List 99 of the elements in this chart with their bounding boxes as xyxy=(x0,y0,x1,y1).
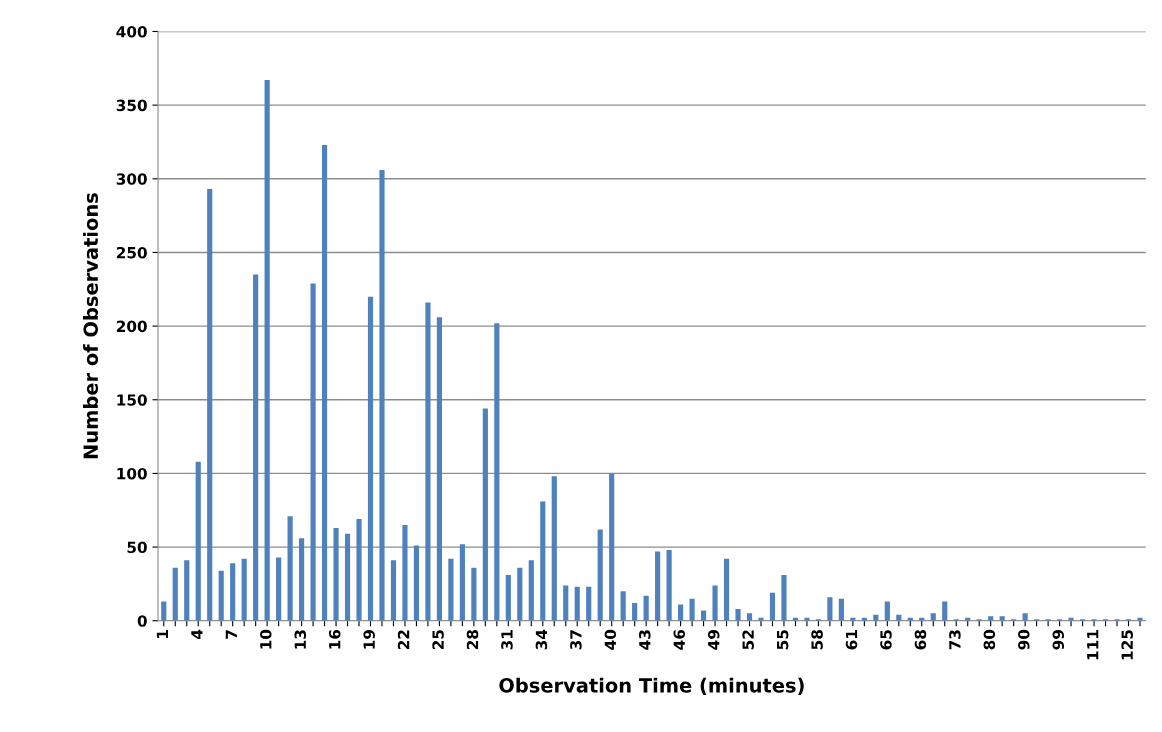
bar xyxy=(207,189,213,621)
x-tick-label: 40 xyxy=(604,629,617,650)
bar xyxy=(218,570,224,621)
x-tick-label: 55 xyxy=(777,630,789,650)
x-tick-label: 10 xyxy=(260,629,272,649)
bar xyxy=(632,603,638,621)
bar xyxy=(367,296,374,621)
bar xyxy=(264,80,270,621)
x-tick-label: 31 xyxy=(501,630,513,650)
bar xyxy=(505,575,511,621)
bar xyxy=(299,538,305,621)
bar xyxy=(448,558,454,621)
x-tick-label: 22 xyxy=(397,630,410,650)
x-tick-label: 73 xyxy=(949,630,961,650)
x-tick-label: 34 xyxy=(535,629,548,650)
x-tick-label: 61 xyxy=(845,630,858,650)
bar xyxy=(827,597,833,621)
y-tick-label: 250 xyxy=(116,246,147,259)
x-axis-title: Observation Time (minutes) xyxy=(499,677,804,695)
y-tick-label: 150 xyxy=(117,394,147,406)
x-tick-label: 13 xyxy=(294,630,307,649)
bar xyxy=(700,610,707,621)
bar xyxy=(942,601,948,621)
bar xyxy=(540,501,546,621)
x-tick-label: 68 xyxy=(914,630,927,650)
bar xyxy=(253,274,259,621)
bar xyxy=(195,461,201,621)
x-tick-label: 58 xyxy=(811,630,823,650)
y-tick-label: 350 xyxy=(116,99,147,112)
bar xyxy=(161,601,167,621)
bar xyxy=(1022,613,1028,621)
bar xyxy=(930,613,936,621)
x-tick-label: 1 xyxy=(156,630,168,638)
bar xyxy=(482,408,488,621)
bar xyxy=(356,519,362,621)
x-tick-label: 46 xyxy=(673,629,686,650)
bar xyxy=(333,527,339,621)
bar xyxy=(586,586,592,621)
bar xyxy=(769,592,776,621)
x-tick-label: 28 xyxy=(466,630,479,650)
x-tick-label: 49 xyxy=(707,630,720,650)
bar xyxy=(723,558,730,621)
bar xyxy=(471,567,477,621)
x-tick-label: 125 xyxy=(1121,630,1133,660)
bar xyxy=(528,560,534,621)
x-tick-label: 19 xyxy=(363,630,375,649)
bar xyxy=(379,169,385,621)
bar xyxy=(884,601,890,621)
x-tick-label: 43 xyxy=(639,630,651,650)
bar xyxy=(241,558,247,621)
y-tick-label: 50 xyxy=(127,541,147,554)
bar xyxy=(609,473,615,621)
x-tick-label: 80 xyxy=(983,629,996,650)
bar xyxy=(517,567,523,621)
bar xyxy=(597,529,603,621)
bar xyxy=(563,585,569,621)
x-tick-label: 111 xyxy=(1087,630,1099,660)
bar xyxy=(390,560,397,621)
x-tick-label: 25 xyxy=(432,630,444,650)
y-tick-label: 400 xyxy=(116,25,147,38)
x-tick-label: 37 xyxy=(570,630,582,650)
bar xyxy=(689,598,695,621)
x-tick-label: 7 xyxy=(225,630,237,639)
bar xyxy=(172,567,178,621)
bar xyxy=(643,595,649,621)
y-tick-label: 0 xyxy=(137,615,147,627)
bar xyxy=(184,560,190,621)
x-tick-label: 16 xyxy=(328,629,341,649)
bar xyxy=(494,323,500,621)
bar xyxy=(655,551,661,621)
bar xyxy=(781,575,787,621)
y-tick-label: 300 xyxy=(116,173,147,185)
bar xyxy=(344,533,351,621)
bar xyxy=(402,524,408,621)
bar xyxy=(425,302,431,621)
bar xyxy=(230,563,236,621)
bar xyxy=(551,476,557,621)
bar xyxy=(712,585,718,621)
bar xyxy=(735,608,741,621)
bar xyxy=(287,516,293,621)
y-tick-label: 100 xyxy=(117,467,147,480)
bar xyxy=(838,598,844,621)
bar xyxy=(310,283,316,621)
y-axis-title: Number of Observations xyxy=(83,193,99,459)
bar xyxy=(620,591,626,621)
y-tick-label: 200 xyxy=(116,320,147,333)
x-tick-label: 90 xyxy=(1018,629,1030,650)
bar xyxy=(321,144,328,621)
bar xyxy=(436,317,442,621)
bar xyxy=(413,545,420,621)
x-tick-label: 99 xyxy=(1052,630,1065,650)
bar xyxy=(666,550,672,621)
x-tick-label: 65 xyxy=(880,630,892,650)
bar xyxy=(574,586,580,621)
x-tick-label: 52 xyxy=(742,630,754,650)
bar xyxy=(276,557,282,621)
bar xyxy=(459,544,465,621)
bar xyxy=(746,613,753,621)
x-tick-label: 4 xyxy=(191,629,203,640)
